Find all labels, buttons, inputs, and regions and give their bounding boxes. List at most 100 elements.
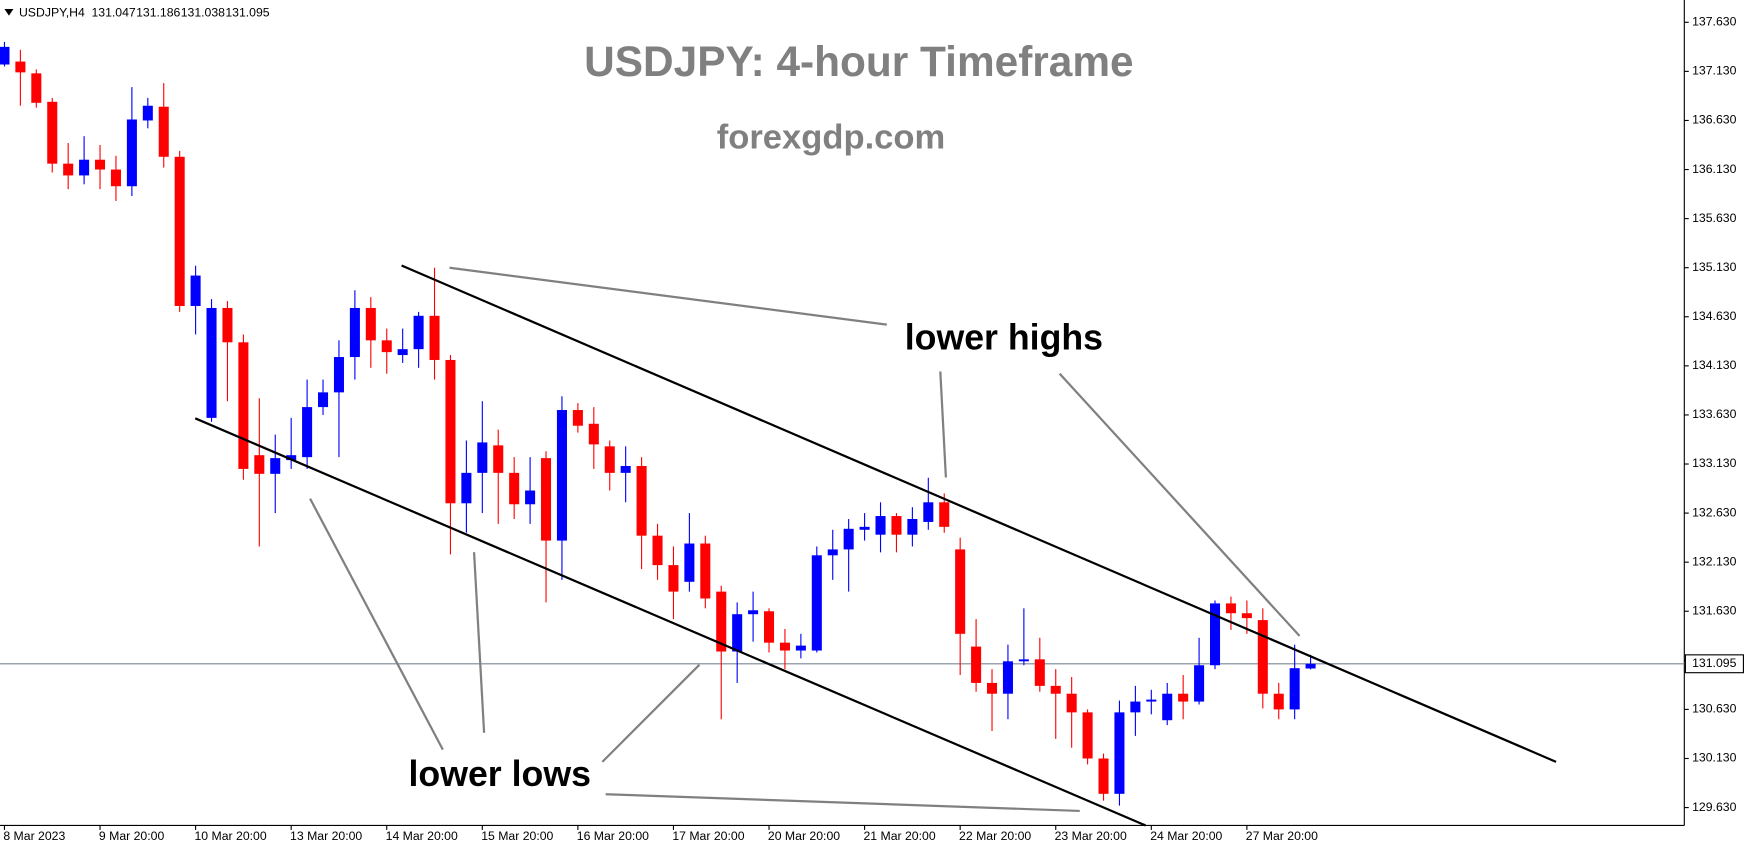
candle-body (1018, 659, 1029, 662)
x-tick-label: 24 Mar 20:00 (1150, 829, 1222, 843)
candle-body (875, 516, 886, 535)
x-tick-label: 13 Mar 20:00 (290, 829, 362, 843)
pointer (472, 552, 486, 733)
y-tick-label: 130.130 (1692, 751, 1736, 765)
candle-body (923, 502, 934, 522)
candle-body (15, 61, 26, 73)
candle-body (971, 646, 982, 683)
plot-frame (0, 0, 1685, 826)
y-tick-label: 137.630 (1692, 15, 1736, 29)
y-tick-label: 135.130 (1692, 260, 1736, 274)
candle-body (286, 455, 297, 461)
candle-body (668, 565, 679, 592)
candle-body (636, 465, 647, 536)
candle-body (1305, 663, 1316, 669)
x-tick-label: 10 Mar 20:00 (194, 829, 266, 843)
candle-body (349, 307, 360, 358)
candle-body (732, 614, 743, 652)
pointer (605, 793, 1080, 813)
candle-body (318, 392, 329, 408)
candle-body (413, 315, 424, 350)
candle-body (142, 105, 153, 121)
candle-body (1257, 620, 1268, 694)
x-tick-label: 16 Mar 20:00 (577, 829, 649, 843)
x-tick-label: 27 Mar 20:00 (1246, 829, 1318, 843)
candle-body (588, 423, 599, 445)
candle-body (620, 465, 631, 473)
candle-body (493, 445, 504, 473)
candle-body (429, 315, 440, 360)
y-tick-label: 134.630 (1692, 309, 1736, 323)
menu-arrow[interactable] (4, 8, 14, 16)
channel (194, 264, 1557, 827)
candle-body (1114, 712, 1125, 794)
candle-body (461, 472, 472, 504)
x-tick-label: 17 Mar 20:00 (672, 829, 744, 843)
candle-body (79, 159, 90, 176)
candle-body (1002, 661, 1013, 694)
candle-body (222, 307, 233, 343)
current-price-box (1684, 654, 1744, 674)
candle-body (158, 106, 169, 157)
pointer (309, 498, 444, 751)
candle-body (541, 458, 552, 541)
candle-body (1162, 693, 1173, 721)
y-tick-label: 132.130 (1692, 554, 1736, 568)
candle-body (1130, 701, 1141, 713)
candle-body (445, 359, 456, 504)
quote-close: 131.095 (225, 6, 269, 20)
candle-body (1225, 603, 1236, 614)
candle-body (333, 357, 344, 393)
chart-subtitle: forexgdp.com (717, 119, 946, 157)
x-tick-label: 23 Mar 20:00 (1055, 829, 1127, 843)
pointer (601, 664, 701, 763)
candle-body (174, 156, 185, 306)
x-tick-label: 20 Mar 20:00 (768, 829, 840, 843)
candle-body (748, 610, 759, 615)
y-tick-label: 133.630 (1692, 407, 1736, 421)
candle-body (779, 642, 790, 651)
candle-body (987, 682, 998, 694)
candle-body (63, 163, 74, 176)
pointer (939, 371, 948, 478)
symbol: USDJPY,H4 (19, 6, 85, 20)
quote-open: 131.047 (91, 6, 135, 20)
candle-body (47, 101, 58, 164)
y-tick-label: 135.630 (1692, 211, 1736, 225)
y-tick-label: 136.130 (1692, 162, 1736, 176)
candle-body (397, 349, 408, 356)
x-tick-label: 22 Mar 20:00 (959, 829, 1031, 843)
candle-body (1050, 685, 1061, 694)
candle-body (604, 446, 615, 473)
y-tick-label: 133.130 (1692, 456, 1736, 470)
candle-body (365, 307, 376, 341)
candle-body (31, 73, 42, 103)
candle-body (95, 159, 106, 170)
upper-trendline (401, 264, 1557, 763)
candle-body (1178, 693, 1189, 702)
candle-body (525, 490, 536, 505)
candle-body (843, 528, 854, 550)
candle-body (126, 119, 137, 187)
lower-trendline (194, 417, 1146, 827)
pointer (1058, 372, 1301, 637)
candle-body (1034, 659, 1045, 686)
x-tick-label: 8 Mar 2023 (3, 829, 65, 843)
annotation: lower lows (408, 754, 590, 794)
x-tick-label: 21 Mar 20:00 (863, 829, 935, 843)
annotation-pointers (309, 266, 1301, 813)
candle-body (509, 472, 520, 505)
y-tick-label: 129.630 (1692, 800, 1736, 814)
candle-body (270, 458, 281, 474)
candle-body (652, 535, 663, 566)
pointer (449, 266, 887, 326)
candle-body (795, 645, 806, 651)
candle-body (1098, 758, 1109, 794)
candle-body (859, 526, 870, 530)
candle-body (381, 340, 392, 353)
quote-low: 131.038 (181, 6, 225, 20)
candle-body (907, 518, 918, 535)
candle-body (1289, 668, 1300, 710)
candle-body (827, 549, 838, 556)
